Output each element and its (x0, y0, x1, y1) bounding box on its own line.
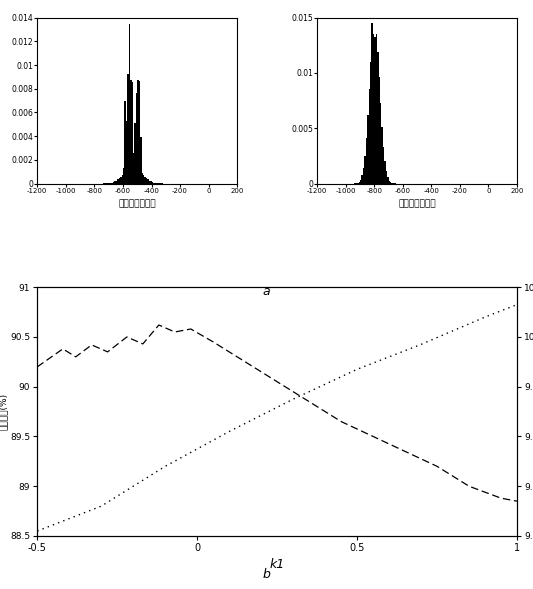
Bar (386, 171, 387, 184)
Bar (370, 62, 372, 184)
Bar (120, 177, 122, 184)
Bar (117, 180, 119, 184)
Bar (382, 127, 383, 184)
Bar (147, 180, 149, 184)
Bar (153, 183, 155, 184)
Bar (361, 176, 363, 184)
Bar (378, 77, 380, 184)
Bar (119, 178, 120, 184)
Bar (390, 182, 391, 184)
Bar (126, 121, 127, 184)
Bar (110, 183, 111, 184)
Bar (134, 123, 136, 184)
Bar (155, 183, 156, 184)
Y-axis label: 阳阳性率(%): 阳阳性率(%) (0, 393, 7, 430)
Bar (376, 34, 377, 184)
Bar (132, 82, 133, 184)
Bar (150, 181, 151, 184)
Bar (372, 23, 373, 184)
Bar (366, 138, 367, 184)
X-axis label: 结节灰度直方图: 结节灰度直方图 (118, 199, 156, 209)
Bar (136, 93, 137, 184)
Bar (374, 37, 376, 184)
Bar (364, 156, 366, 184)
Bar (377, 52, 378, 184)
Bar (149, 180, 150, 184)
Bar (127, 74, 128, 184)
Bar (383, 147, 384, 184)
Bar (133, 153, 134, 184)
Bar (144, 177, 146, 184)
Bar (111, 183, 113, 184)
Bar (368, 89, 370, 184)
Bar (130, 80, 132, 184)
Bar (124, 101, 126, 184)
Bar (140, 137, 142, 184)
Bar (389, 181, 390, 184)
Bar (360, 180, 361, 184)
X-axis label: k1: k1 (270, 558, 285, 571)
Bar (363, 168, 364, 184)
Bar (367, 115, 368, 184)
Bar (116, 180, 117, 184)
Bar (122, 175, 123, 184)
Text: a: a (263, 285, 270, 298)
Bar (143, 175, 144, 184)
Bar (146, 178, 147, 184)
Bar (128, 24, 130, 184)
Bar (359, 182, 360, 184)
Bar (139, 81, 140, 184)
Bar (151, 182, 153, 184)
Bar (380, 103, 382, 184)
Bar (357, 183, 359, 184)
Bar (138, 80, 139, 184)
Bar (123, 168, 124, 184)
Bar (373, 34, 374, 184)
Bar (384, 161, 386, 184)
Bar (115, 181, 116, 184)
Bar (387, 177, 389, 184)
Text: b: b (263, 568, 270, 581)
X-axis label: 背景灰度直方图: 背景灰度直方图 (398, 199, 436, 209)
Bar (113, 182, 115, 184)
Bar (142, 173, 143, 184)
